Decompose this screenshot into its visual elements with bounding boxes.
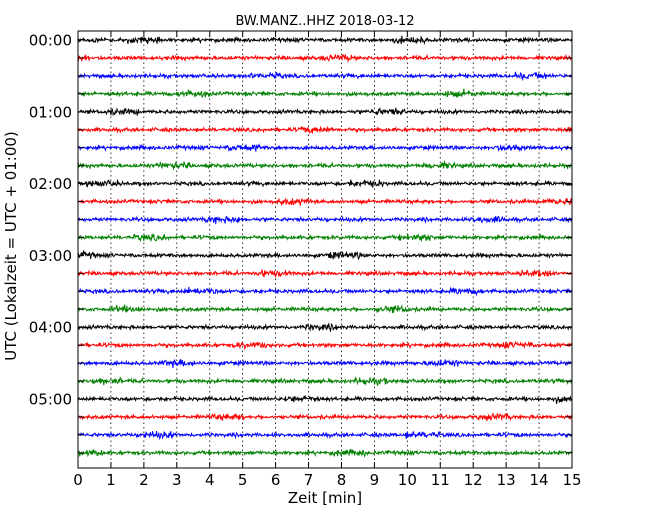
trace-line [77, 286, 573, 297]
x-tick-label: 5 [238, 471, 248, 489]
trace-line [77, 268, 573, 279]
x-tick-label: 0 [73, 471, 83, 489]
y-tick-label: 00:00 [29, 32, 72, 50]
trace-line [77, 106, 573, 117]
x-tick-label: 8 [337, 471, 347, 489]
trace-line [77, 376, 573, 386]
x-tick-label: 9 [370, 471, 380, 489]
y-axis-label: UTC (Lokalzeit = UTC + 01:00) [2, 131, 20, 361]
x-ticks: 0 1 2 3 4 5 6 7 8 9 10 11 12 13 14 15 [73, 31, 582, 489]
y-tick-label: 01:00 [29, 103, 72, 121]
trace-line [77, 143, 573, 153]
trace-line [77, 430, 573, 441]
chart-title: BW.MANZ..HHZ 2018-03-12 [235, 14, 414, 29]
x-tick-label: 13 [497, 471, 516, 489]
x-tick-label: 1 [106, 471, 116, 489]
traces [77, 35, 573, 459]
trace-line [77, 448, 573, 459]
trace-line [77, 159, 573, 171]
trace-line [77, 53, 573, 63]
trace-line [77, 88, 573, 98]
y-tick-label: 03:00 [29, 247, 72, 265]
trace-line [77, 179, 573, 188]
grid-lines [110, 31, 540, 468]
x-tick-label: 12 [464, 471, 483, 489]
y-tick-label: 02:00 [29, 175, 72, 193]
trace-line [77, 71, 573, 82]
x-tick-label: 15 [562, 471, 581, 489]
trace-line [77, 233, 573, 243]
y-tick-label: 05:00 [29, 391, 72, 409]
x-tick-label: 7 [304, 471, 314, 489]
trace-line [77, 197, 573, 207]
trace-line [77, 358, 573, 369]
x-tick-label: 10 [398, 471, 417, 489]
x-tick-label: 3 [172, 471, 182, 489]
trace-line [77, 304, 573, 314]
trace-line [77, 412, 573, 422]
trace-line [77, 125, 573, 135]
trace-line [77, 394, 573, 405]
y-ticks: 00:00 01:00 02:00 03:00 04:00 05:00 [29, 32, 572, 454]
x-tick-label: 6 [271, 471, 281, 489]
trace-line [77, 250, 573, 261]
plot-frame [77, 30, 573, 469]
x-tick-label: 11 [431, 471, 450, 489]
x-tick-label: 14 [530, 471, 549, 489]
x-tick-label: 2 [139, 471, 149, 489]
y-tick-label: 04:00 [29, 319, 72, 337]
x-axis-label: Zeit [min] [288, 489, 362, 507]
trace-line [77, 215, 573, 225]
trace-line [77, 322, 573, 332]
x-tick-label: 4 [205, 471, 215, 489]
trace-line [77, 340, 573, 351]
trace-line [77, 35, 573, 45]
